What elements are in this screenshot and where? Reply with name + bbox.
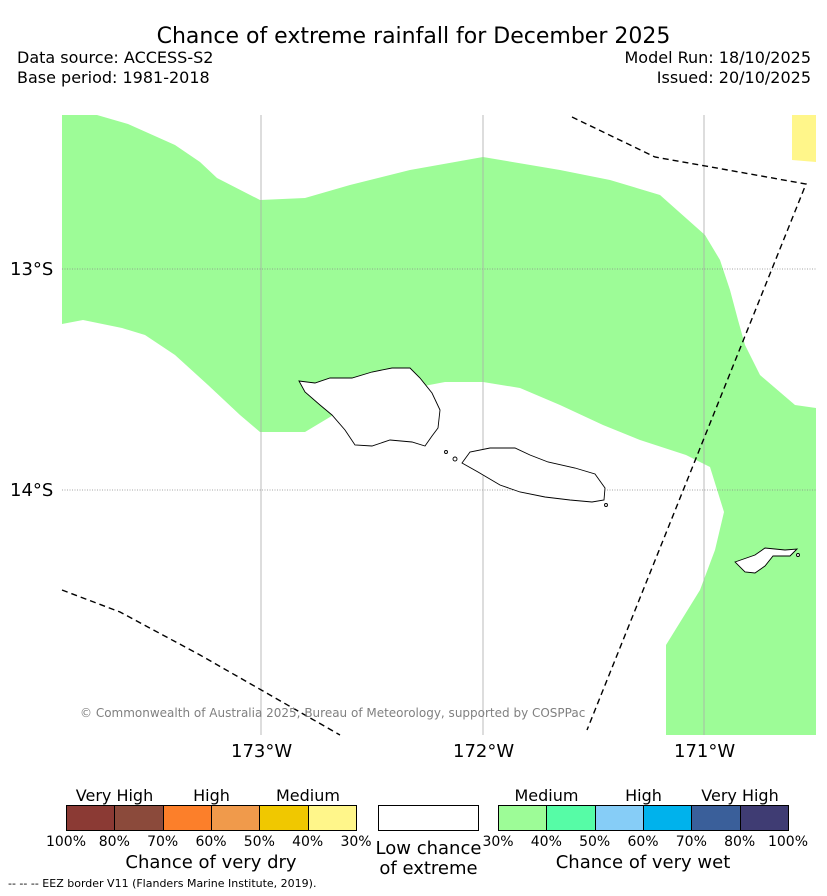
rainfall-map[interactable] (0, 0, 827, 740)
islet (452, 456, 458, 462)
legend-low-title: Low chance of extreme (362, 839, 495, 879)
copyright-notice: © Commonwealth of Australia 2025, Bureau… (80, 706, 586, 720)
legend-dry-swatch (211, 805, 261, 831)
legend-dry-tick-label: 40% (292, 834, 324, 850)
legend-wet-swatch (594, 805, 644, 831)
lon-label-172w: 172°W (453, 741, 515, 762)
source-info: Data source: ACCESS-S2 Base period: 1981… (17, 48, 213, 88)
tutuila-island (734, 547, 799, 574)
legend-wet-title: Chance of very wet (555, 852, 731, 873)
legend-wet-tick-label: 70% (675, 834, 707, 850)
legend-wet-swatch (498, 805, 548, 831)
legend-dry-swatch (66, 805, 116, 831)
legend-wet-header-high: High (625, 786, 662, 805)
legend-wet-tick-label: 30% (482, 834, 514, 850)
run-info: Model Run: 18/10/2025 Issued: 20/10/2025 (625, 48, 812, 88)
islands (298, 367, 800, 574)
legend-dry-swatch (162, 805, 212, 831)
legend-dry-tick-label: 60% (195, 834, 227, 850)
legend-dry-swatch (307, 805, 357, 831)
medium-dry-region (792, 115, 816, 162)
legend-dry-bar (66, 805, 357, 831)
medium-wet-region (62, 115, 816, 735)
upolu-island (461, 447, 606, 503)
page-title: Chance of extreme rainfall for December … (156, 24, 671, 49)
eez-border (61, 116, 807, 736)
base-period: Base period: 1981-2018 (17, 68, 210, 87)
legend-wet-bar (498, 805, 789, 831)
lon-label-171w: 171°W (674, 741, 736, 762)
legend-wet-tick-label: 60% (627, 834, 659, 850)
legend-dry-tick-label: 100% (45, 834, 87, 850)
legend-dry-swatch (114, 805, 164, 831)
legend-dry-tick-label: 30% (340, 834, 372, 850)
model-run: Model Run: 18/10/2025 (624, 48, 812, 67)
legend-wet-header-medium: Medium (514, 786, 579, 805)
legend-wet-swatch (643, 805, 693, 831)
legend-dry-tick-label: 70% (147, 834, 179, 850)
legend-wet-tick-label: 80% (724, 834, 756, 850)
islet (604, 503, 608, 507)
legend-dry-header-high: High (193, 786, 230, 805)
legend-dry-header-medium: Medium (276, 786, 340, 805)
legend-wet-swatch (739, 805, 789, 831)
lon-label-173w: 173°W (231, 741, 293, 762)
lat-label-14s: 14°S (10, 480, 54, 501)
eez-footnote: -- -- -- EEZ border V11 (Flanders Marine… (8, 877, 317, 890)
legend-low-swatch (378, 805, 479, 831)
savaii-island (298, 367, 441, 447)
islet (796, 553, 800, 557)
legend-dry-title: Chance of very dry (125, 852, 297, 873)
legend-wet-tick-label: 100% (767, 834, 809, 850)
issued-date: Issued: 20/10/2025 (656, 68, 811, 87)
data-source: Data source: ACCESS-S2 (17, 48, 214, 67)
legend-dry-swatch (259, 805, 309, 831)
legend-wet-header-very-high: Very High (701, 786, 779, 805)
legend-wet-tick-label: 50% (579, 834, 611, 850)
legend-wet-swatch (691, 805, 741, 831)
legend-low-title-line1: Low chance (375, 838, 482, 859)
eez-border-southwest (61, 589, 341, 736)
legend-low-title-line2: of extreme (379, 858, 478, 879)
map-gridlines (62, 268, 816, 491)
legend-dry-header-very-high: Very High (75, 786, 154, 805)
legend-wet-swatch (546, 805, 596, 831)
legend-wet-tick-label: 40% (530, 834, 562, 850)
legend-dry-tick-label: 50% (243, 834, 275, 850)
map-meridians (260, 115, 705, 735)
lat-label-13s: 13°S (10, 259, 54, 280)
legend-dry-tick-label: 80% (98, 834, 130, 850)
islet (444, 450, 448, 454)
